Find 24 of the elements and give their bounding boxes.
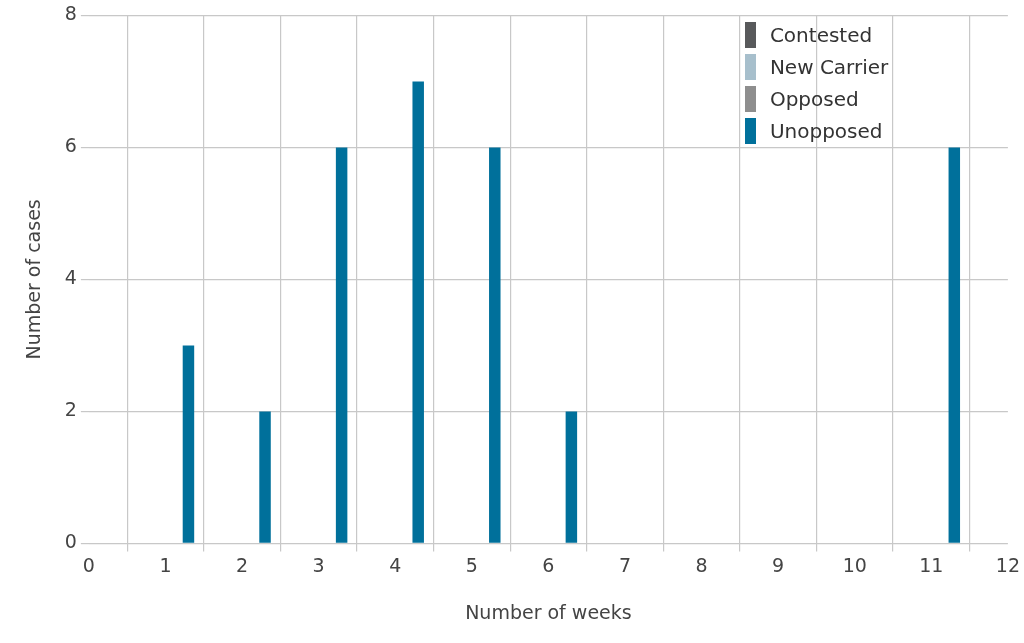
x-tick-label: 10 (842, 553, 867, 576)
legend-label: Opposed (769, 86, 859, 114)
x-tick-label: 9 (772, 553, 785, 576)
x-tick-label: 12 (995, 553, 1021, 576)
x-tick-label: 4 (389, 553, 402, 576)
y-tick-label: 8 (64, 2, 77, 25)
x-tick-label: 8 (695, 553, 708, 576)
x-tick-label: 2 (236, 553, 249, 576)
x-tick-label: 1 (159, 553, 172, 576)
legend-label: New Carrier (769, 54, 889, 82)
y-tick-label: 2 (64, 398, 77, 421)
x-tick-label: 3 (312, 553, 325, 576)
x-tick-label: 0 (82, 553, 95, 576)
x-tick-label: 5 (465, 553, 478, 576)
x-axis-title: Number of weeks (465, 600, 632, 623)
x-tick-label: 11 (919, 553, 944, 576)
y-axis-title: Number of cases (22, 199, 45, 360)
legend-label: Contested (769, 22, 873, 50)
legend-label: Unopposed (769, 118, 883, 146)
x-tick-label: 7 (618, 553, 632, 576)
y-tick-label: 0 (64, 530, 77, 553)
y-tick-label: 4 (64, 266, 77, 289)
y-tick-label: 6 (64, 134, 77, 157)
x-tick-label: 6 (542, 553, 555, 576)
